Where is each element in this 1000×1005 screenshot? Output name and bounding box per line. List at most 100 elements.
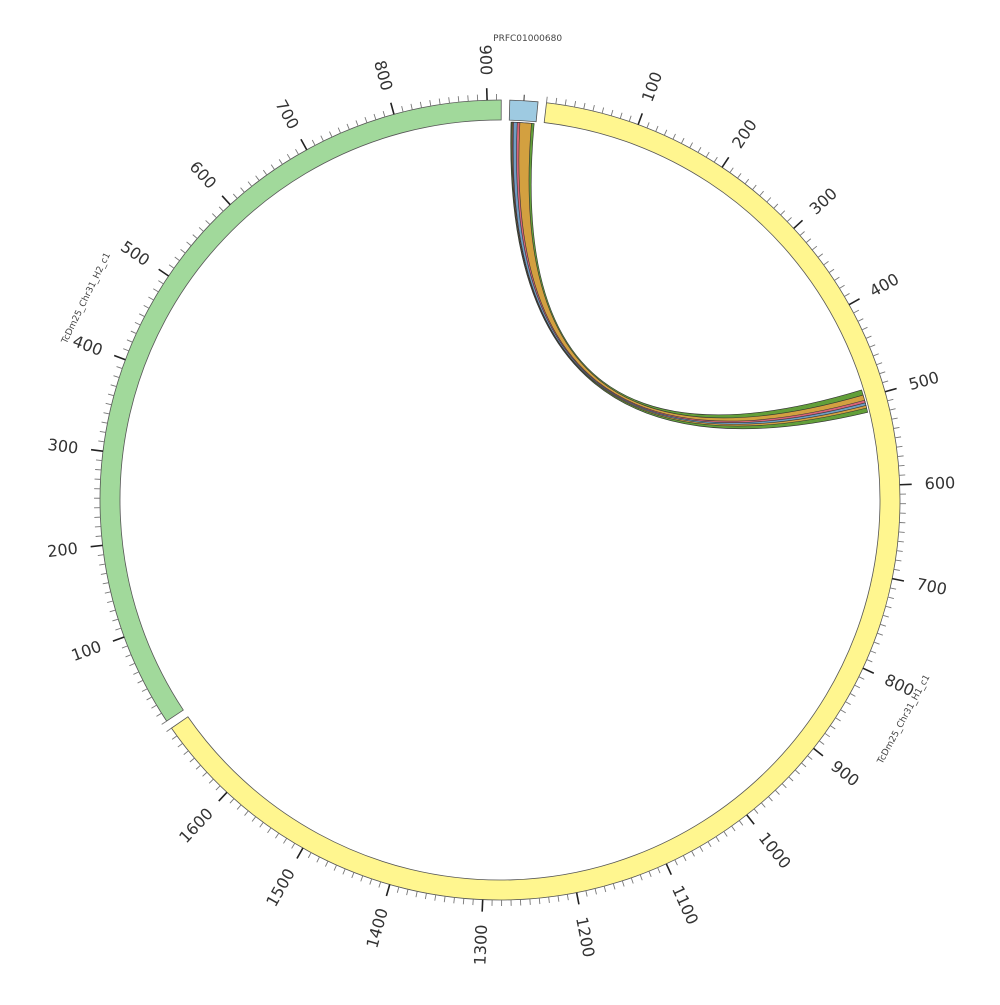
major-tick: [91, 450, 103, 451]
minor-tick: [767, 198, 771, 202]
minor-tick: [230, 799, 234, 803]
minor-tick: [845, 702, 850, 705]
minor-tick: [706, 152, 709, 157]
minor-tick: [880, 372, 886, 374]
minor-tick: [834, 277, 839, 280]
minor-tick: [420, 102, 421, 108]
minor-tick: [295, 149, 298, 154]
major-tick: [722, 157, 729, 167]
minor-tick: [675, 860, 678, 865]
minor-tick: [105, 592, 111, 593]
contig-segment-1: [171, 103, 900, 900]
minor-tick: [110, 610, 116, 612]
minor-tick: [898, 456, 904, 457]
minor-tick: [156, 713, 161, 716]
contig-segment-0: [509, 100, 538, 122]
minor-tick: [664, 130, 666, 135]
minor-tick: [115, 628, 121, 630]
tick-label: 1100: [668, 883, 702, 928]
tick-label: 100: [69, 637, 104, 665]
minor-tick: [317, 857, 320, 862]
minor-tick: [768, 797, 772, 801]
minor-tick: [321, 136, 324, 141]
minor-tick: [158, 281, 163, 284]
minor-tick: [308, 853, 311, 858]
minor-tick: [708, 842, 711, 847]
minor-tick: [673, 134, 676, 139]
minor-tick: [567, 894, 568, 900]
tick-label: 600: [186, 157, 221, 192]
minor-tick: [658, 868, 660, 874]
minor-tick: [801, 763, 806, 767]
minor-tick: [139, 314, 144, 317]
minor-tick: [890, 588, 896, 589]
minor-tick: [190, 758, 195, 762]
minor-tick: [96, 536, 102, 537]
tick-label: 1300: [470, 924, 491, 966]
tick-label: 700: [915, 574, 949, 599]
minor-tick: [775, 790, 779, 794]
minor-tick: [175, 257, 180, 261]
minor-tick: [789, 777, 793, 781]
minor-tick: [897, 551, 903, 552]
tick-label: 900: [476, 44, 496, 75]
minor-tick: [774, 204, 778, 208]
minor-tick: [886, 606, 892, 608]
minor-tick: [112, 619, 118, 621]
minor-tick: [739, 821, 743, 826]
major-tick: [849, 299, 859, 305]
minor-tick: [114, 376, 120, 378]
tick-label: 400: [70, 331, 105, 360]
minor-tick: [781, 211, 785, 215]
major-tick: [794, 220, 803, 228]
minor-tick: [100, 431, 106, 432]
major-tick: [159, 269, 169, 276]
minor-tick: [824, 261, 829, 265]
minor-tick: [584, 103, 585, 109]
minor-tick: [683, 856, 686, 861]
minor-tick: [575, 101, 576, 107]
minor-tick: [894, 569, 900, 570]
contig-label-0: PRFC01000680: [493, 34, 562, 44]
minor-tick: [854, 310, 859, 313]
minor-tick: [117, 367, 123, 369]
major-tick: [638, 113, 642, 124]
minor-tick: [237, 805, 241, 810]
minor-tick: [629, 116, 631, 122]
minor-tick: [127, 340, 133, 342]
minor-tick: [123, 349, 129, 351]
minor-tick: [841, 710, 846, 713]
tick-label: 600: [924, 473, 955, 493]
minor-tick: [416, 891, 417, 897]
minor-tick: [245, 811, 249, 816]
major-tick: [114, 355, 125, 359]
contig-labels: PRFC01000680TcDm25_Chr31_H1_c1TcDm25_Chr…: [60, 34, 933, 767]
tick-label: 800: [370, 58, 396, 92]
minor-tick: [806, 239, 811, 243]
minor-tick: [593, 105, 594, 111]
minor-tick: [444, 896, 445, 902]
minor-tick: [147, 697, 152, 700]
major-tick: [301, 139, 307, 150]
minor-tick: [98, 555, 104, 556]
minor-tick: [866, 336, 871, 338]
minor-tick: [271, 165, 274, 170]
tick-label: 500: [907, 368, 942, 395]
minor-tick: [882, 381, 888, 383]
minor-tick: [439, 99, 440, 105]
minor-tick: [745, 179, 749, 184]
minor-tick: [233, 194, 237, 199]
minor-tick: [153, 289, 158, 292]
minor-tick: [850, 693, 855, 696]
major-tick: [113, 637, 124, 641]
minor-tick: [463, 898, 464, 904]
minor-tick: [167, 728, 172, 731]
minor-tick: [361, 876, 363, 882]
minor-tick: [698, 147, 701, 152]
minor-tick: [248, 182, 252, 187]
minor-tick: [142, 689, 147, 692]
minor-tick: [219, 207, 223, 211]
minor-tick: [135, 322, 140, 325]
tick-label: 900: [827, 756, 863, 790]
